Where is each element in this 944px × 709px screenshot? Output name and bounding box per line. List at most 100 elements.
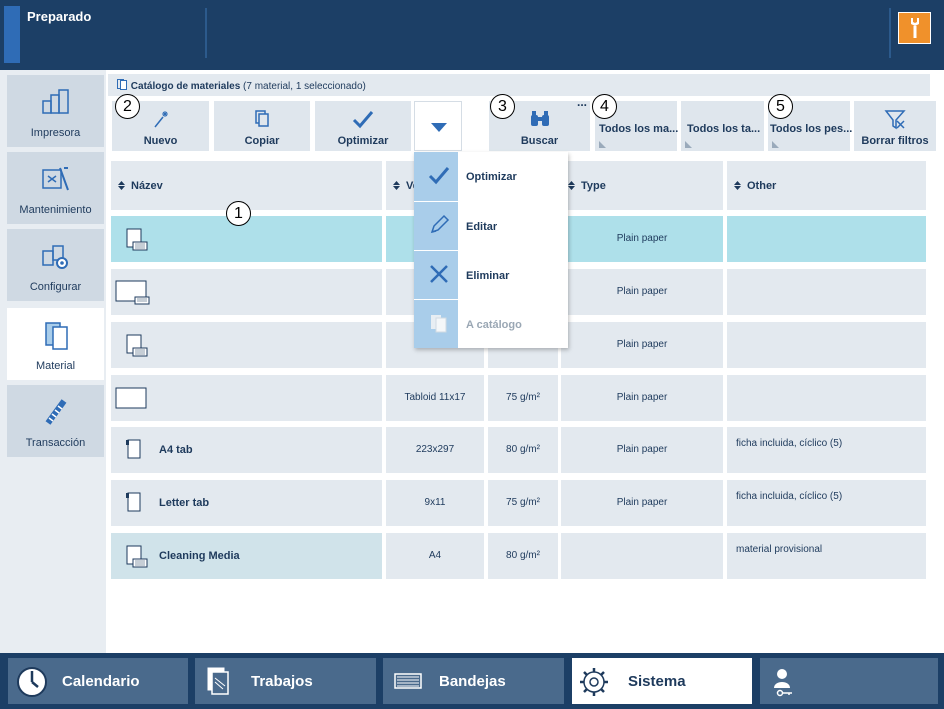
menu-item-optimize[interactable]: Optimizar bbox=[414, 152, 568, 201]
user-button[interactable] bbox=[760, 658, 938, 704]
nav-item-transaction[interactable]: Transacción bbox=[7, 385, 104, 457]
nav-item-configure[interactable]: Configurar bbox=[7, 229, 104, 301]
nav-label-printer: Impresora bbox=[30, 127, 81, 139]
trays-button[interactable]: Bandejas bbox=[383, 658, 564, 704]
clear-filter-icon bbox=[884, 110, 906, 130]
maintenance-icon bbox=[42, 167, 69, 191]
actions-popup-menu: Optimizar Editar Eliminar A catálogo bbox=[414, 152, 568, 348]
nav-label-maintenance: Mantenimiento bbox=[19, 204, 92, 216]
row-size: A4 bbox=[428, 550, 442, 561]
row-weight: 80 g/m² bbox=[506, 550, 540, 561]
nav-item-printer[interactable]: Impresora bbox=[7, 75, 104, 147]
row-other-cell[interactable] bbox=[727, 269, 926, 315]
sort-icon bbox=[568, 181, 575, 190]
row-type-cell[interactable]: Plain paper bbox=[561, 216, 723, 262]
menu-separator bbox=[414, 201, 458, 202]
more-actions-dropdown[interactable] bbox=[414, 101, 462, 151]
row-other: material provisional bbox=[736, 544, 823, 555]
system-button[interactable]: Sistema bbox=[572, 658, 752, 704]
row-weight-cell[interactable]: 75 g/m² bbox=[488, 375, 558, 421]
row-type-cell[interactable]: Plain paper bbox=[561, 480, 723, 526]
clock-icon bbox=[17, 667, 47, 697]
table-row[interactable]: Letter tab bbox=[111, 480, 382, 526]
nav-label-configure: Configurar bbox=[29, 281, 82, 293]
printer-status-text: Preparado bbox=[27, 9, 92, 24]
new-button-label: Nuevo bbox=[143, 135, 178, 147]
calendar-label: Calendario bbox=[62, 673, 140, 690]
row-type-cell[interactable]: Plain paper bbox=[561, 269, 723, 315]
row-type-cell[interactable]: Plain paper bbox=[561, 427, 723, 473]
row-weight: 75 g/m² bbox=[506, 392, 540, 403]
filter-corner-icon bbox=[599, 141, 606, 148]
pencil-icon bbox=[430, 214, 450, 234]
catalog-title-text: Catálogo de materiales bbox=[130, 81, 241, 92]
optimize-button[interactable]: Optimizar bbox=[315, 101, 411, 151]
paper-portrait-icon bbox=[126, 545, 148, 568]
menu-separator bbox=[414, 250, 458, 251]
row-other-cell[interactable] bbox=[727, 375, 926, 421]
menu-item-edit-label: Editar bbox=[466, 221, 498, 233]
table-row[interactable]: Cleaning Media bbox=[111, 533, 382, 579]
row-weight-cell[interactable]: 75 g/m² bbox=[488, 480, 558, 526]
menu-item-delete[interactable]: Eliminar bbox=[414, 251, 568, 300]
row-type-cell[interactable]: Plain paper bbox=[561, 375, 723, 421]
row-size-cell[interactable]: Tabloid 11x17 bbox=[386, 375, 484, 421]
table-row[interactable] bbox=[111, 375, 382, 421]
sort-icon bbox=[118, 181, 125, 190]
callout-marker: 1 bbox=[226, 201, 251, 226]
tab-paper-icon bbox=[126, 439, 141, 459]
column-header-type[interactable]: Type bbox=[561, 161, 723, 210]
trays-icon bbox=[394, 673, 422, 689]
row-size-cell[interactable]: A4 bbox=[386, 533, 484, 579]
row-other-cell[interactable]: ficha incluida, cíclico (5) bbox=[727, 480, 926, 526]
table-row[interactable] bbox=[111, 216, 382, 262]
menu-item-edit[interactable]: Editar bbox=[414, 202, 568, 251]
table-row[interactable]: A4 tab bbox=[111, 427, 382, 473]
configure-icon bbox=[42, 245, 68, 269]
copy-to-catalog-icon bbox=[431, 315, 447, 333]
copy-button[interactable]: Copiar bbox=[214, 101, 310, 151]
row-other-cell[interactable]: ficha incluida, cíclico (5) bbox=[727, 427, 926, 473]
catalog-header bbox=[108, 74, 930, 96]
column-header-name[interactable]: Název bbox=[111, 161, 382, 210]
material-icon bbox=[45, 322, 68, 350]
row-other-cell[interactable] bbox=[727, 216, 926, 262]
jobs-button[interactable]: Trabajos bbox=[195, 658, 376, 704]
filter-materials-button[interactable]: Todos los ma... bbox=[595, 101, 678, 151]
callout-marker: 2 bbox=[115, 94, 140, 119]
row-size-cell[interactable]: 223x297 bbox=[386, 427, 484, 473]
filter-sizes-button[interactable]: Todos los ta... bbox=[681, 101, 764, 151]
row-other-cell[interactable]: material provisional bbox=[727, 533, 926, 579]
row-weight: 75 g/m² bbox=[506, 497, 540, 508]
optimize-button-label: Optimizar bbox=[337, 135, 389, 147]
row-type: Plain paper bbox=[616, 392, 668, 403]
row-other-cell[interactable] bbox=[727, 322, 926, 368]
table-row[interactable] bbox=[111, 269, 382, 315]
table-row[interactable] bbox=[111, 322, 382, 368]
clear-filters-button[interactable]: Borrar filtros bbox=[854, 101, 936, 151]
menu-item-delete-label: Eliminar bbox=[466, 270, 510, 282]
sort-icon bbox=[734, 181, 741, 190]
nav-item-maintenance[interactable]: Mantenimiento bbox=[7, 152, 104, 224]
header-other-label: Other bbox=[747, 180, 777, 192]
more-filters-ellipsis[interactable]: ... bbox=[577, 95, 588, 109]
nav-label-material: Material bbox=[35, 360, 76, 372]
row-type-cell[interactable]: Plain paper bbox=[561, 322, 723, 368]
row-type-cell[interactable] bbox=[561, 533, 723, 579]
calendar-button[interactable]: Calendario bbox=[8, 658, 188, 704]
row-size: 223x297 bbox=[415, 444, 455, 455]
top-divider bbox=[889, 8, 891, 58]
nav-item-material[interactable]: Material bbox=[7, 308, 104, 380]
row-weight-cell[interactable]: 80 g/m² bbox=[488, 533, 558, 579]
row-type: Plain paper bbox=[616, 444, 668, 455]
checkmark-icon bbox=[352, 111, 374, 129]
row-name: A4 tab bbox=[159, 444, 193, 456]
column-header-other[interactable]: Other bbox=[727, 161, 926, 210]
copy-icon bbox=[255, 110, 269, 127]
tab-paper-icon bbox=[126, 492, 141, 512]
row-weight-cell[interactable]: 80 g/m² bbox=[488, 427, 558, 473]
transaction-icon bbox=[45, 399, 67, 425]
callout-marker: 3 bbox=[490, 94, 515, 119]
service-wrench-button[interactable] bbox=[898, 12, 931, 44]
row-size-cell[interactable]: 9x11 bbox=[386, 480, 484, 526]
